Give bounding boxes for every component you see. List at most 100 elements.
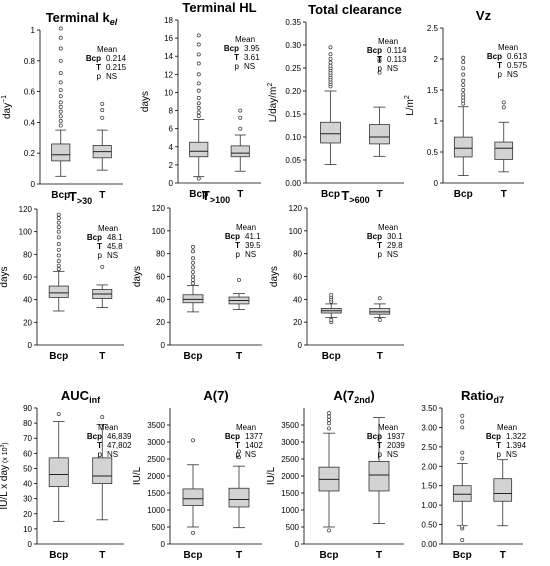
stat-key: Bcp <box>224 44 239 53</box>
outlier-point <box>191 438 195 443</box>
stat-value: 0.215 <box>106 63 127 72</box>
outlier-point <box>58 118 63 123</box>
stat-value: NS <box>107 251 118 260</box>
y-tick-label: 14 <box>164 52 173 61</box>
outlier-point <box>191 274 195 279</box>
stat-value: NS <box>106 72 117 81</box>
y-tick-label: 0.00 <box>421 540 437 549</box>
stat-value: NS <box>245 250 256 259</box>
box-t <box>92 264 113 309</box>
outlier-point <box>196 81 201 86</box>
outlier-point <box>191 277 195 282</box>
outlier-point <box>196 33 201 38</box>
y-tick-label: 1 <box>31 26 36 35</box>
outlier-point <box>58 58 63 63</box>
outlier-point <box>56 412 61 416</box>
y-tick-label: 100 <box>19 228 33 237</box>
outlier-point <box>461 98 466 103</box>
stat-value: 41.1 <box>245 232 261 241</box>
box-t <box>493 459 513 527</box>
stat-key: T <box>496 441 501 450</box>
box-bcp <box>189 33 209 181</box>
panel-title: Total clearance <box>308 2 402 17</box>
y-axis-label: days <box>269 266 280 287</box>
y-tick-label: 1500 <box>147 489 165 498</box>
outlier-point <box>56 225 61 230</box>
stat-key: Bcp <box>87 233 102 242</box>
category-label: Bcp <box>51 190 70 201</box>
y-tick-label: 2000 <box>281 472 299 481</box>
y-axis-label: L/day/m2 <box>267 83 279 123</box>
y-tick-label: 70 <box>23 434 32 443</box>
outlier-point <box>327 528 331 533</box>
outlier-point <box>100 108 105 113</box>
stat-key: T <box>235 241 240 250</box>
box-t <box>92 415 113 521</box>
panel-title: Terminal HL <box>182 0 256 15</box>
outlier-point <box>196 52 201 57</box>
stat-key: p <box>235 62 240 71</box>
stat-key: T <box>97 441 102 450</box>
y-tick-label: 60 <box>293 273 302 282</box>
outlier-point <box>58 105 63 109</box>
outlier-point <box>327 426 331 431</box>
y-tick-label: 100 <box>289 227 303 236</box>
mean-header: Mean <box>236 423 256 432</box>
category-label: T <box>237 189 243 200</box>
y-axis-label: day−1 <box>1 95 13 119</box>
iqr-box <box>369 308 391 315</box>
iqr-box <box>228 487 250 508</box>
category-label: Bcp <box>454 189 473 200</box>
category-label: T <box>99 550 105 561</box>
stat-value: NS <box>506 450 517 459</box>
outlier-point <box>501 105 506 110</box>
box-bcp <box>452 413 472 543</box>
outlier-point <box>191 281 195 286</box>
stat-value: 0.113 <box>387 55 407 64</box>
outlier-point <box>196 61 201 66</box>
outlier-point <box>58 46 63 51</box>
y-tick-label: 0.30 <box>285 41 301 50</box>
stat-value: NS <box>244 62 255 71</box>
outlier-point <box>461 60 466 65</box>
box-t <box>494 100 514 173</box>
y-tick-label: 0.05 <box>285 156 301 165</box>
outlier-point <box>56 235 61 240</box>
panel-8: 0 10 20 30 40 50 60 70 80 90 AUCinf IU/L x day (x 1… <box>0 388 132 561</box>
stat-key: Bcp <box>225 432 240 441</box>
outlier-point <box>100 101 105 106</box>
y-tick-label: 0.6 <box>24 88 36 97</box>
outlier-point <box>461 72 466 77</box>
outlier-point <box>58 123 63 128</box>
panel-title: T>100 <box>202 188 230 205</box>
stat-value: 0.214 <box>106 54 127 63</box>
stat-value: 1402 <box>245 441 263 450</box>
stat-value: NS <box>107 450 118 459</box>
stat-value: 30.1 <box>387 232 403 241</box>
category-label: T <box>236 550 242 561</box>
outlier-point <box>191 530 195 535</box>
panel-title: AUCinf <box>61 388 101 405</box>
stat-key: p <box>98 450 103 459</box>
outlier-point <box>196 42 201 47</box>
y-tick-label: 1000 <box>147 506 165 515</box>
outlier-point <box>58 100 63 105</box>
stat-value: NS <box>507 70 518 79</box>
box-bcp <box>320 45 341 166</box>
category-label: Bcp <box>49 550 68 561</box>
stat-key: Bcp <box>487 52 502 61</box>
stat-value: 1.322 <box>506 432 527 441</box>
y-tick-label: 2500 <box>281 455 299 464</box>
panel-3: 0.00 0.05 0.10 0.15 0.20 0.25 0.30 0.35 Total cl… <box>267 2 407 200</box>
outlier-point <box>191 244 195 249</box>
mean-header: Mean <box>378 423 398 432</box>
outlier-point <box>58 88 63 93</box>
y-tick-label: 1000 <box>281 506 299 515</box>
outlier-point <box>58 35 63 40</box>
panel-title: A(72nd) <box>333 388 374 405</box>
outlier-point <box>58 80 63 85</box>
y-tick-label: 0.4 <box>24 118 36 127</box>
y-tick-label: 3000 <box>147 438 165 447</box>
